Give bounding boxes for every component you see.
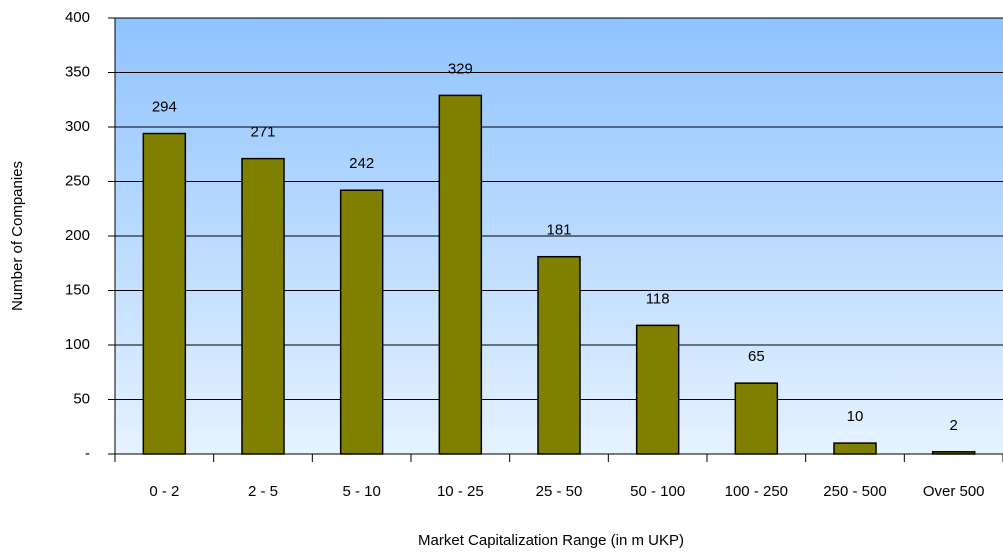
x-tick-label: 0 - 2 bbox=[149, 483, 179, 500]
bar bbox=[537, 255, 581, 455]
data-label: 329 bbox=[448, 60, 473, 77]
x-tick-label: 5 - 10 bbox=[342, 483, 380, 500]
bar bbox=[734, 382, 779, 455]
y-tick-label: 400 bbox=[65, 9, 90, 26]
y-tick-label: - bbox=[85, 445, 90, 462]
bar bbox=[241, 157, 285, 455]
y-tick-label: 200 bbox=[65, 227, 90, 244]
y-tick-label: 350 bbox=[65, 63, 90, 80]
data-label: 271 bbox=[250, 124, 275, 141]
y-tick-label: 250 bbox=[65, 172, 90, 189]
x-axis-label: Market Capitalization Range (in m UKP) bbox=[418, 532, 684, 549]
x-tick-label: Over 500 bbox=[923, 483, 985, 500]
data-label: 10 bbox=[847, 408, 864, 425]
x-tick-label: 100 - 250 bbox=[725, 483, 788, 500]
y-tick-label: 100 bbox=[65, 336, 90, 353]
bar bbox=[635, 324, 680, 455]
bar bbox=[833, 442, 877, 455]
x-tick-label: 10 - 25 bbox=[437, 483, 484, 500]
x-tick-label: 250 - 500 bbox=[823, 483, 886, 500]
x-tick-label: 25 - 50 bbox=[536, 483, 583, 500]
bar bbox=[142, 132, 187, 455]
bar bbox=[438, 94, 483, 455]
y-tick-label: 150 bbox=[65, 281, 90, 298]
data-label: 65 bbox=[748, 348, 765, 365]
x-tick-label: 50 - 100 bbox=[630, 483, 685, 500]
y-tick-label: 50 bbox=[73, 390, 90, 407]
y-axis-label: Number of Companies bbox=[9, 161, 26, 311]
y-tick-label: 300 bbox=[65, 118, 90, 135]
data-label: 242 bbox=[349, 155, 374, 172]
data-label: 118 bbox=[646, 290, 670, 307]
data-label: 181 bbox=[546, 222, 571, 239]
x-tick-label: 2 - 5 bbox=[248, 483, 278, 500]
bar bbox=[339, 189, 384, 455]
data-label: 2 bbox=[949, 417, 957, 434]
data-label: 294 bbox=[152, 99, 177, 116]
